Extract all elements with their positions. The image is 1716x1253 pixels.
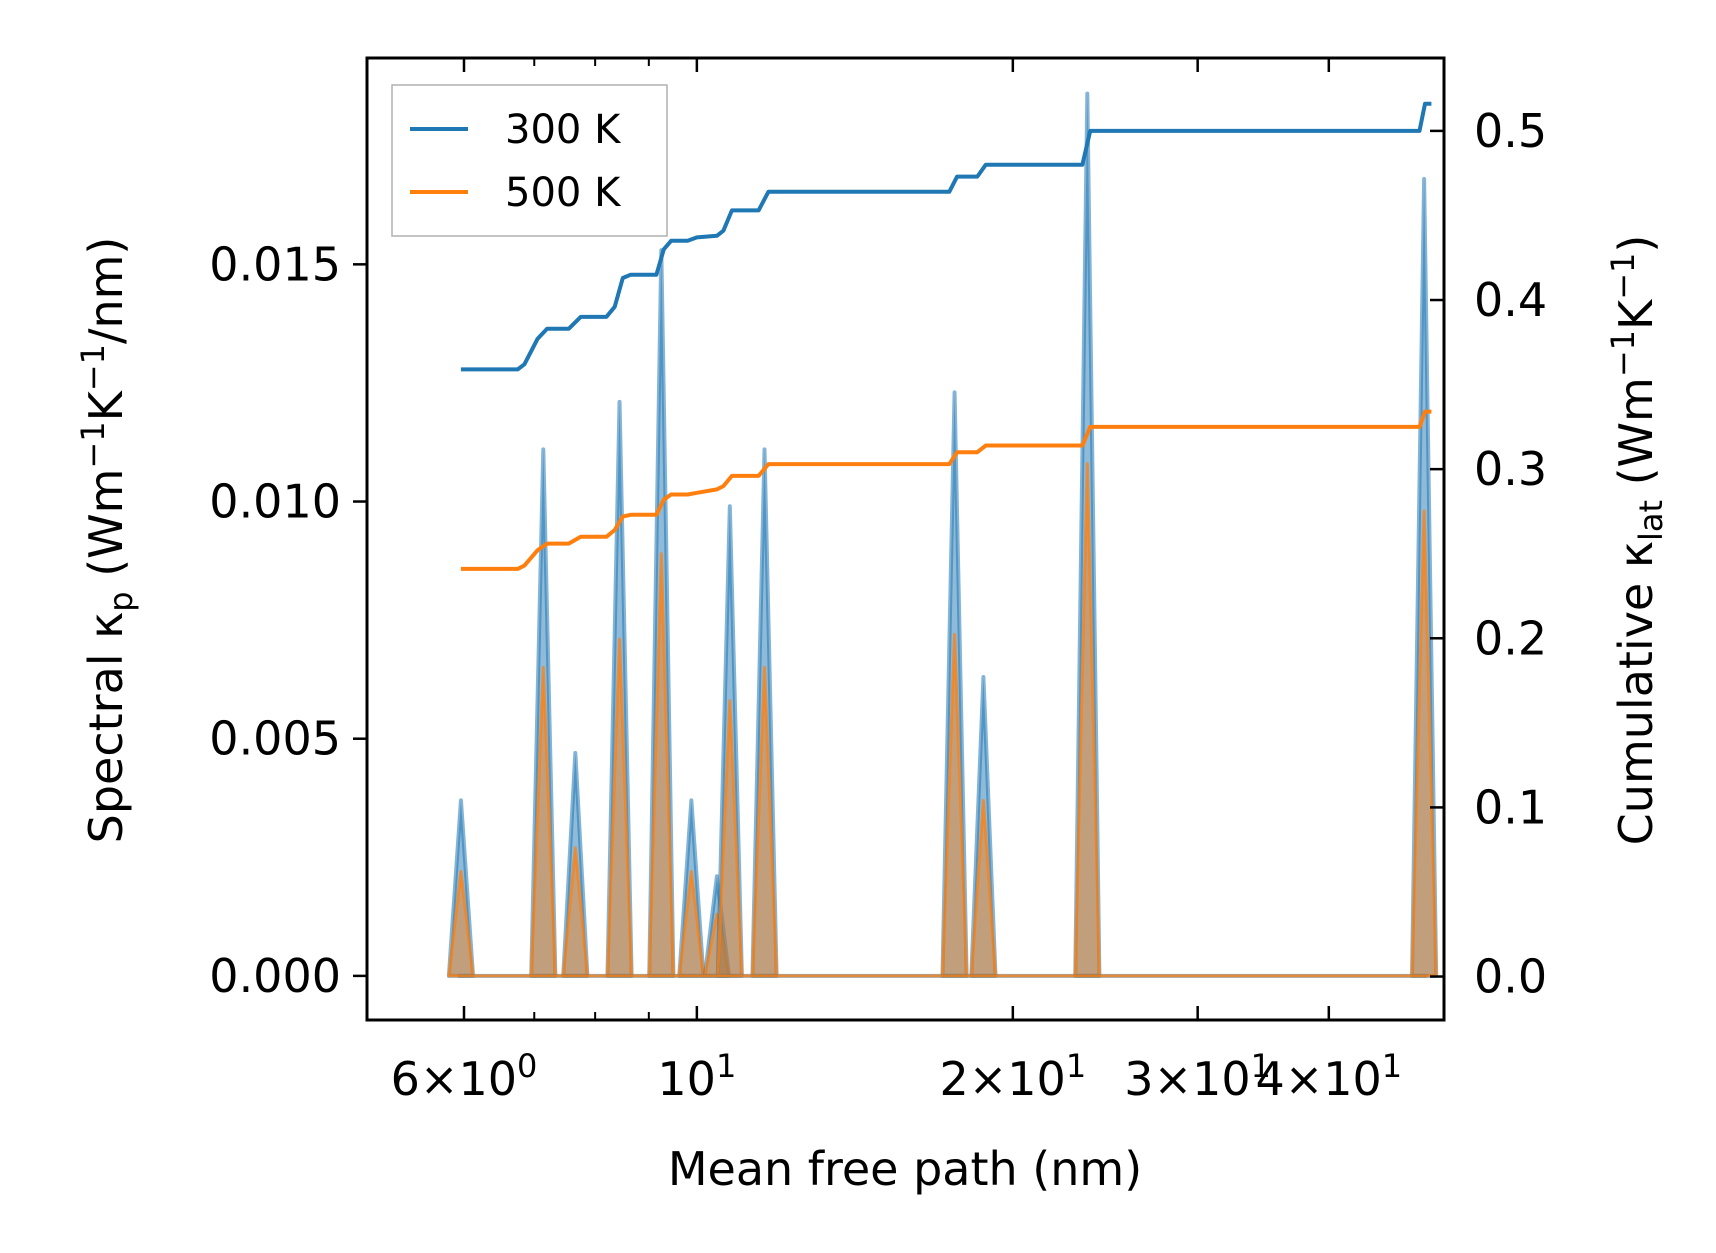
legend-box: [391, 84, 668, 237]
right-tick-label: 0.2: [1474, 611, 1547, 665]
x-tick-label: 2×101: [939, 1047, 1086, 1106]
right-tick-label: 0.0: [1474, 950, 1547, 1004]
right-axis-ticks: 0.0 0.1 0.2 0.3 0.4 0.5: [1430, 104, 1547, 1004]
cumulative-layer: [460, 101, 1432, 571]
legend: 300 K 500 K: [391, 84, 668, 237]
legend-label-300k: 300 K: [505, 107, 622, 153]
x-tick-label: 101: [657, 1047, 736, 1106]
left-tick-label: 0.010: [209, 475, 341, 529]
x-tick-label: 4×101: [1255, 1047, 1402, 1106]
x-tick-label: 6×100: [391, 1047, 538, 1106]
left-axis-title: Spectral κp (Wm−1K−1/nm): [74, 237, 140, 844]
left-tick-label: 0.000: [209, 949, 341, 1003]
x-tick-label: 3×101: [1124, 1047, 1271, 1106]
left-axis-ticks: 0.000 0.005 0.010 0.015: [209, 237, 367, 1003]
cumulative-line-300k: [460, 101, 1432, 372]
x-axis-title: Mean free path (nm): [668, 1142, 1142, 1196]
right-tick-label: 0.4: [1474, 273, 1547, 327]
spectral-layer: [446, 91, 1439, 978]
right-axis-title: Cumulative κlat (Wm−1K−1): [1604, 235, 1670, 846]
cumulative-line-500k: [460, 409, 1432, 571]
legend-label-500k: 500 K: [505, 170, 622, 216]
plot-frame: [365, 56, 1446, 1022]
right-tick-label: 0.5: [1474, 104, 1547, 158]
right-tick-label: 0.3: [1474, 442, 1547, 496]
left-tick-label: 0.005: [209, 712, 341, 766]
left-tick-label: 0.015: [209, 237, 341, 291]
right-tick-label: 0.1: [1474, 780, 1547, 834]
